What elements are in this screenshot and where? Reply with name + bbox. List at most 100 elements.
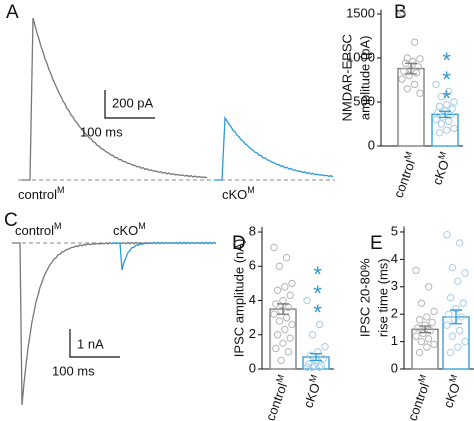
data-point (315, 320, 324, 329)
data-point (282, 254, 291, 262)
panel-letter: C (4, 210, 18, 231)
data-point (417, 337, 426, 346)
data-point (443, 321, 451, 329)
data-point (426, 326, 435, 335)
data-point (400, 67, 408, 75)
y-tick-label: 8 (249, 223, 256, 238)
x-tick-label: cKOM (299, 373, 326, 410)
data-point (410, 80, 419, 89)
data-point (284, 348, 293, 356)
label-text: cKO (441, 381, 464, 410)
data-point (443, 126, 451, 134)
data-point (317, 361, 326, 370)
label-text: cKO (430, 158, 453, 187)
y-tick-label: 2 (249, 326, 256, 341)
y-tick-label: 1000 (346, 49, 375, 64)
y-axis-label: amplitude (pA) (357, 36, 372, 121)
data-point (415, 315, 424, 324)
x-tick-label: controlM (403, 373, 435, 421)
data-point (281, 325, 289, 334)
data-point (455, 239, 464, 247)
data-point (424, 335, 433, 343)
significance: *** (434, 48, 459, 105)
data-point (288, 320, 296, 329)
x-tick-label: controlM (261, 373, 293, 421)
data-point (321, 343, 329, 351)
y-axis-label: rise time (ms) (375, 258, 390, 337)
label-superscript: M (307, 373, 319, 383)
data-point (279, 296, 287, 305)
label-superscript: M (57, 185, 65, 195)
data-point (444, 87, 453, 96)
data-point (277, 356, 285, 365)
data-point (303, 363, 311, 371)
data-point (430, 340, 438, 349)
trace-label: cKOM (113, 221, 146, 238)
data-point (419, 329, 427, 338)
data-point (412, 69, 421, 77)
label-superscript: M (274, 373, 286, 383)
y-tick-label: 1500 (346, 5, 375, 20)
data-point (450, 124, 458, 133)
trace (214, 115, 334, 181)
data-point (437, 93, 446, 101)
x-tick-label: cKOM (428, 150, 455, 187)
label-superscript: M (416, 373, 428, 383)
trace (112, 241, 217, 271)
data-point (288, 279, 296, 288)
data-point (398, 8, 406, 16)
y-axis-label: NMDAR-EPSC (339, 34, 354, 121)
panel-letter: B (394, 2, 407, 23)
label-text: control (405, 381, 432, 421)
data-point (286, 291, 294, 300)
data-point (448, 263, 457, 272)
data-point (412, 266, 420, 275)
data-point (398, 75, 406, 83)
data-point (424, 283, 433, 291)
data-point (279, 339, 287, 348)
data-point (416, 89, 424, 97)
data-point (409, 57, 417, 66)
label-superscript: M (247, 185, 255, 195)
scale-bar (104, 90, 155, 119)
data-point (308, 331, 317, 339)
data-point (437, 120, 446, 128)
label-text: cKO (301, 381, 324, 410)
data-point (414, 324, 422, 332)
data-point (273, 331, 282, 339)
y-tick-label: 2 (391, 306, 398, 321)
data-point (273, 286, 282, 294)
panel-letter: D (232, 233, 246, 254)
label-superscript: M (447, 373, 459, 383)
data-point (450, 315, 458, 324)
data-point (446, 294, 455, 302)
data-point (461, 337, 469, 346)
y-tick-label: 5 (391, 223, 398, 238)
y-tick-label: 500 (353, 93, 375, 108)
data-point (415, 348, 424, 357)
data-point (310, 361, 318, 370)
bar (397, 67, 425, 147)
label-superscript: M (436, 150, 448, 160)
error-bar (277, 303, 289, 315)
data-point (435, 129, 444, 137)
y-tick-label: 4 (391, 251, 398, 266)
data-point (303, 296, 311, 305)
y-tick-label: 1 (391, 333, 398, 348)
y-tick-label: 0 (249, 360, 256, 375)
data-point (403, 85, 412, 93)
significance: *** (305, 262, 330, 319)
data-point (445, 310, 453, 318)
data-point (457, 313, 466, 321)
error-bar (450, 309, 462, 325)
trace (22, 17, 208, 181)
scale-bar (69, 329, 120, 358)
scale-label: 1 nA (77, 336, 104, 351)
y-axis-label: IPSC amplitude (nA) (231, 239, 246, 358)
data-point (308, 363, 317, 371)
data-point (432, 115, 440, 124)
data-point (443, 231, 451, 239)
label-superscript: M (402, 150, 414, 160)
scale-label: 100 ms (52, 363, 95, 378)
